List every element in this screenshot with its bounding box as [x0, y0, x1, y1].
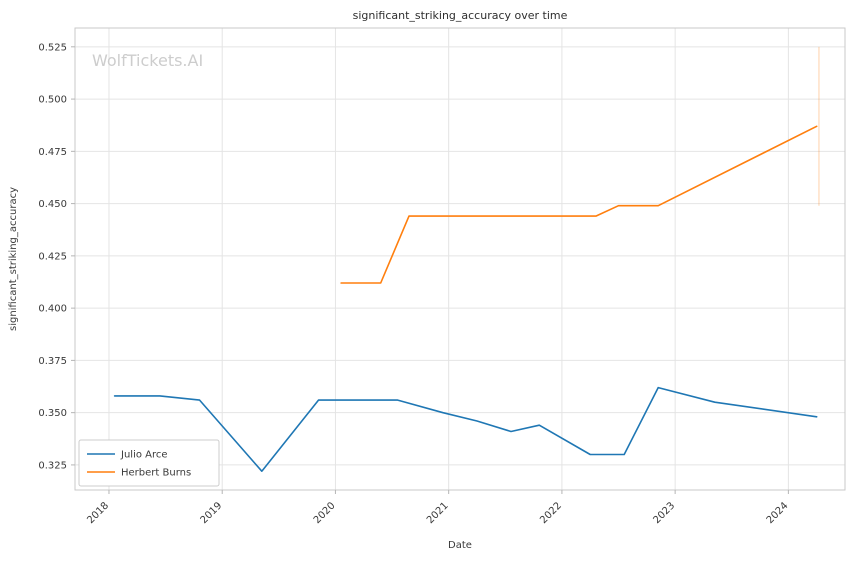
x-axis-label: Date: [448, 540, 472, 551]
series-line-herbert-burns: [340, 125, 818, 284]
legend-box: [78, 439, 220, 487]
legend-label: Herbert Burns: [121, 468, 191, 479]
x-tick-label: 2020: [312, 500, 338, 526]
x-tick-label: 2019: [199, 500, 225, 526]
legend: Julio Arce Herbert Burns: [78, 439, 220, 487]
gridlines: [75, 28, 845, 490]
y-tick-label: 0.475: [38, 147, 67, 158]
y-tick-label: 0.325: [38, 460, 67, 471]
x-tick-label: 2021: [425, 500, 451, 526]
x-tick-label: 2018: [85, 500, 111, 526]
legend-label: Julio Arce: [120, 450, 168, 461]
plot-border: [74, 27, 846, 491]
series-line-julio-arce: [113, 386, 818, 473]
y-tick-label: 0.350: [38, 408, 67, 419]
y-tick-label: 0.400: [38, 304, 67, 315]
y-tick-label: 0.525: [38, 42, 67, 53]
plot-area: [75, 28, 845, 490]
y-tick-label: 0.500: [38, 95, 67, 106]
y-axis-label: significant_striking_accuracy: [8, 187, 19, 331]
series-lines: [113, 125, 818, 473]
y-tick-label: 0.425: [38, 251, 67, 262]
x-tick-labels: 2018 2019 2020 2021 2022 2023 2024: [85, 490, 791, 526]
x-tick-label: 2023: [651, 500, 677, 526]
watermark: WolfTickets.AI: [92, 51, 203, 70]
x-tick-label: 2024: [765, 500, 791, 526]
y-tick-labels: 0.325 0.350 0.375 0.400 0.425 0.450 0.475 0.500…: [38, 42, 75, 471]
y-tick-label: 0.450: [38, 199, 67, 210]
x-tick-label: 2022: [538, 500, 564, 526]
chart-title: significant_striking_accuracy over time: [353, 9, 568, 22]
y-tick-label: 0.375: [38, 356, 67, 367]
